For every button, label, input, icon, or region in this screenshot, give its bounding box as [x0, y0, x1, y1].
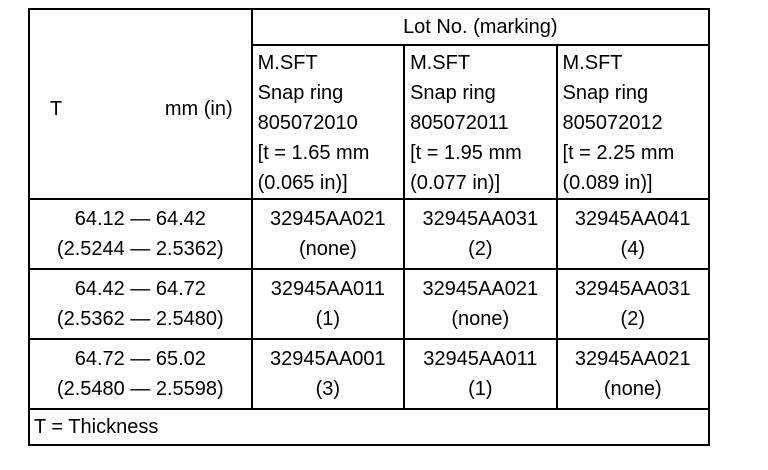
part-marking: (1): [315, 308, 341, 330]
column-header-line: 805072012: [562, 112, 663, 134]
column-header-line: [t = 2.25 mm: [562, 142, 675, 164]
footnote: T = Thickness: [28, 408, 710, 446]
column-header-line: M.SFT: [562, 52, 623, 74]
header-row-parts: M.SFT Snap ring 805072010 [t = 1.65 mm (…: [29, 44, 711, 200]
range-in: (2.5244 — 2.5362): [56, 238, 224, 260]
part-cell: 32945AA011 (1): [403, 338, 558, 410]
column-header-line: 805072010: [257, 112, 358, 134]
part-number: 32945AA031: [422, 208, 539, 230]
column-header-line: M.SFT: [410, 52, 471, 74]
part-number: 32945AA021: [270, 208, 386, 230]
footnote-row: T = Thickness: [28, 408, 710, 446]
part-number: 32945AA031: [574, 278, 691, 300]
part-number: 32945AA011: [423, 348, 538, 370]
column-header-line: M.SFT: [257, 52, 318, 74]
thickness-range-cell: 64.12 — 64.42 (2.5244 — 2.5362): [28, 198, 253, 270]
part-number: 32945AA001: [270, 348, 386, 370]
part-marking: (none): [451, 308, 510, 330]
column-header-line: (0.089 in)]: [562, 172, 653, 194]
column-header-line: 805072011: [410, 112, 509, 134]
thickness-range-cell: 64.72 — 65.02 (2.5480 — 2.5598): [28, 338, 253, 410]
table-row: 64.72 — 65.02 (2.5480 — 2.5598) 32945AA0…: [28, 338, 711, 410]
part-cell: 32945AA011 (1): [250, 268, 406, 340]
column-header-line: Snap ring: [410, 82, 496, 104]
column-header-3: M.SFT Snap ring 805072012 [t = 2.25 mm (…: [555, 44, 711, 200]
range-mm: 64.42 — 64.72: [74, 278, 206, 300]
part-cell: 32945AA021 (none): [403, 268, 558, 340]
range-mm: 64.12 — 64.42: [74, 208, 206, 230]
column-header-1: M.SFT Snap ring 805072010 [t = 1.65 mm (…: [250, 44, 406, 200]
part-marking: (4): [620, 238, 645, 260]
column-header-line: (0.077 in)]: [410, 172, 501, 194]
column-header-line: [t = 1.65 mm: [257, 142, 370, 164]
part-number: 32945AA021: [574, 348, 691, 370]
part-marking: (1): [468, 378, 493, 400]
column-header-line: Snap ring: [257, 82, 344, 104]
part-number: 32945AA041: [574, 208, 691, 230]
part-cell: 32945AA031 (2): [403, 198, 558, 270]
column-header-2: M.SFT Snap ring 805072011 [t = 1.95 mm (…: [403, 44, 558, 200]
part-cell: 32945AA041 (4): [555, 198, 711, 270]
thickness-unit: mm (in): [164, 98, 233, 120]
part-number: 32945AA011: [270, 278, 385, 300]
part-marking: (none): [603, 378, 662, 400]
column-header-line: [t = 1.95 mm: [410, 142, 522, 164]
column-header-line: (0.065 in)]: [257, 172, 348, 194]
part-marking: (2): [620, 308, 645, 330]
table-row: 64.42 — 64.72 (2.5362 — 2.5480) 32945AA0…: [28, 268, 711, 340]
part-marking: (none): [298, 238, 357, 260]
part-marking: (2): [468, 238, 493, 260]
column-header-line: Snap ring: [562, 82, 649, 104]
range-in: (2.5480 — 2.5598): [56, 378, 224, 400]
part-cell: 32945AA031 (2): [555, 268, 711, 340]
part-marking: (3): [315, 378, 341, 400]
lot-number-header: Lot No. (marking): [250, 8, 711, 46]
part-cell: 32945AA021 (none): [555, 338, 711, 410]
header-row-lot: T mm (in) Lot No. (marking): [28, 8, 711, 200]
thickness-header-cell: T mm (in): [28, 8, 253, 200]
table-row: 64.12 — 64.42 (2.5244 — 2.5362) 32945AA0…: [28, 198, 711, 270]
part-cell: 32945AA001 (3): [250, 338, 406, 410]
thickness-range-cell: 64.42 — 64.72 (2.5362 — 2.5480): [28, 268, 253, 340]
range-mm: 64.72 — 65.02: [74, 348, 206, 370]
snap-ring-selection-table: T mm (in) Lot No. (marking) M.SFT Snap r…: [28, 8, 711, 446]
part-number: 32945AA021: [422, 278, 539, 300]
range-in: (2.5362 — 2.5480): [56, 308, 224, 330]
thickness-symbol: T: [50, 98, 63, 120]
part-cell: 32945AA021 (none): [250, 198, 406, 270]
